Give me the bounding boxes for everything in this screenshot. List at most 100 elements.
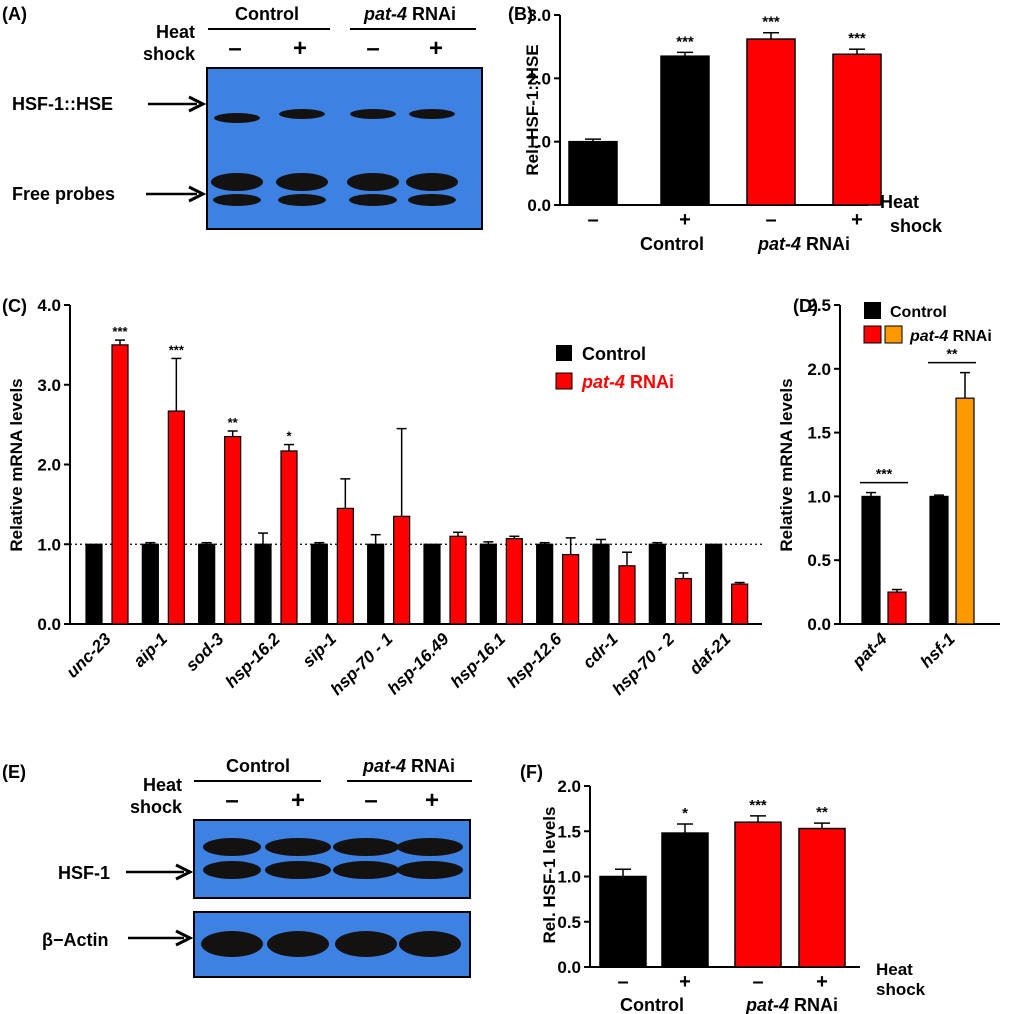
panel-d-ytick-label: 0.0	[807, 615, 831, 634]
panel-b-bar	[660, 55, 710, 206]
panel-e-actin-label: β−Actin	[42, 930, 109, 950]
panel-e-sign: +	[425, 787, 439, 814]
panel-c-legend-rnai: pat-4 RNAi	[581, 372, 674, 392]
panel-a-free-probe-band-lower	[349, 194, 397, 206]
panel-d-legend-swatch-rnai	[863, 325, 882, 344]
panel-b-ytick-label: 2.0	[527, 69, 551, 88]
panel-d-legend-rnai-gene: pat-4	[909, 328, 948, 345]
panel-d-legend-control: Control	[890, 304, 947, 321]
panel-f-sign: +	[816, 971, 828, 993]
panel-f-ytick-label: 0.0	[557, 958, 581, 977]
panel-c-legend-swatch-rnai	[555, 372, 573, 390]
panel-b-bar	[832, 53, 882, 206]
panel-b-significance: ***	[848, 30, 866, 47]
panel-b-significance: ***	[676, 33, 694, 50]
panel-b-group-rnai-suffix: RNAi	[801, 234, 850, 254]
panel-e-hsf1-band-lower	[265, 861, 331, 879]
panel-c-legend-rnai-gene: pat-4	[581, 372, 625, 392]
panel-a-free-probe-band-upper	[211, 173, 263, 191]
panel-e-sign: –	[364, 787, 377, 814]
panel-d-ytick-label: 1.5	[807, 424, 831, 443]
panel-e-blot-hsf1	[193, 819, 471, 899]
panel-c-xtick-label: hsp-12.6	[503, 629, 566, 692]
panel-c-bar-control	[423, 543, 441, 625]
panel-f-ytick-label: 2.0	[557, 777, 581, 796]
panel-b-ytick-label: 0.0	[527, 196, 551, 215]
panel-f-bar	[599, 875, 647, 968]
panel-e-actin-band	[267, 931, 329, 957]
panel-c-bar-control	[367, 543, 385, 625]
panel-c-ytick-label: 2.0	[37, 456, 61, 475]
panel-a-heat-label: Heat	[156, 22, 195, 42]
panel-d-xtick-label: pat-4	[848, 629, 891, 672]
panel-c-bar-rnai	[224, 435, 242, 625]
panel-d-legend-rnai: pat-4 RNAi	[909, 328, 992, 345]
panel-c-bar-control	[479, 543, 497, 625]
panel-a-hse-band	[409, 109, 455, 119]
panel-b-bar	[568, 140, 618, 206]
panel-f-sign: +	[679, 971, 691, 993]
panel-f-significance: *	[682, 805, 688, 822]
panel-c-ytick-label: 0.0	[37, 615, 61, 634]
panel-e-group-control: Control	[226, 756, 290, 776]
panel-c-bar-rnai	[674, 577, 692, 625]
panel-c-legend-rnai-suffix: RNAi	[625, 372, 674, 392]
panel-a-hse-band	[350, 109, 396, 119]
panel-c-significance: ***	[169, 342, 185, 357]
panel-f-group-rnai-gene: pat-4	[745, 995, 789, 1014]
panel-c-y-axis-label: Relative mRNA levels	[7, 378, 26, 551]
panel-f-shock-label: shock	[876, 980, 926, 999]
panel-c-xtick-label: sip-1	[299, 629, 340, 670]
panel-a-sign: –	[366, 35, 379, 62]
panel-c-xtick-label: unc-23	[63, 629, 116, 682]
panel-c-significance: **	[228, 415, 239, 430]
panel-a-free-probe-band-upper	[347, 173, 399, 191]
panel-a-hse-band	[279, 109, 325, 119]
panel-b-group-rnai-gene: pat-4	[757, 234, 801, 254]
panel-f-ytick-label: 1.5	[557, 822, 581, 841]
panel-f-ytick-label: 1.0	[557, 868, 581, 887]
panel-b-group-control: Control	[640, 234, 704, 254]
panel-e-group-rnai-suffix: RNAi	[406, 756, 455, 776]
panel-a-free-probe-band-lower	[278, 194, 326, 206]
panel-e-shock-label: shock	[130, 797, 183, 817]
panel-a-group-rnai-suffix: RNAi	[407, 4, 456, 24]
panel-c-bar-rnai	[336, 507, 354, 625]
panel-e-group-rnai-gene: pat-4	[362, 756, 406, 776]
panel-c-bar-control	[648, 543, 666, 625]
panel-c-xtick-label: hsp-16.2	[222, 629, 285, 692]
panel-c-bar-control	[536, 543, 554, 625]
panel-a-group-rnai: pat-4 RNAi	[363, 4, 456, 24]
panel-e-hsf1-band-upper	[265, 838, 331, 856]
panel-b-sign: +	[851, 209, 863, 231]
panel-f-sign: –	[752, 971, 763, 993]
panel-d-ytick-label: 0.5	[807, 551, 831, 570]
panel-b-ytick-label: 3.0	[527, 6, 551, 25]
panel-a-free-probe-band-upper	[276, 173, 328, 191]
panel-c-significance: *	[286, 429, 292, 444]
panel-a-hse-label: HSF-1::HSE	[12, 94, 113, 114]
panel-b-sign: –	[587, 209, 598, 231]
panel-c-bar-control	[254, 543, 272, 625]
panel-b-significance: ***	[762, 14, 780, 31]
panel-a-sign: +	[293, 35, 307, 62]
panel-d-ytick-label: 2.0	[807, 360, 831, 379]
panel-c-bar-rnai	[393, 515, 411, 625]
panel-a-free-probe-band-lower	[213, 194, 261, 206]
panel-f-group-rnai-suffix: RNAi	[789, 995, 838, 1014]
panel-c-xtick-label: cdr-1	[579, 629, 622, 672]
panel-c-label: (C)	[2, 296, 27, 316]
panel-e-actin-band	[201, 931, 263, 957]
panel-e-actin-band	[335, 931, 397, 957]
panel-c-bar-rnai	[618, 565, 636, 625]
panel-c-bar-rnai	[449, 535, 467, 625]
panel-c-bar-control	[141, 543, 159, 625]
panel-d-ytick-label: 2.5	[807, 296, 831, 315]
panel-e-hsf1-label: HSF-1	[58, 863, 110, 883]
panel-c-significance: ***	[112, 324, 128, 339]
panel-d-label: (D)	[793, 296, 818, 316]
panel-a-hse-band	[214, 113, 260, 123]
panel-f-y-axis-label: Rel. HSF-1 levels	[540, 806, 559, 943]
panel-e-hsf1-band-upper	[397, 838, 463, 856]
